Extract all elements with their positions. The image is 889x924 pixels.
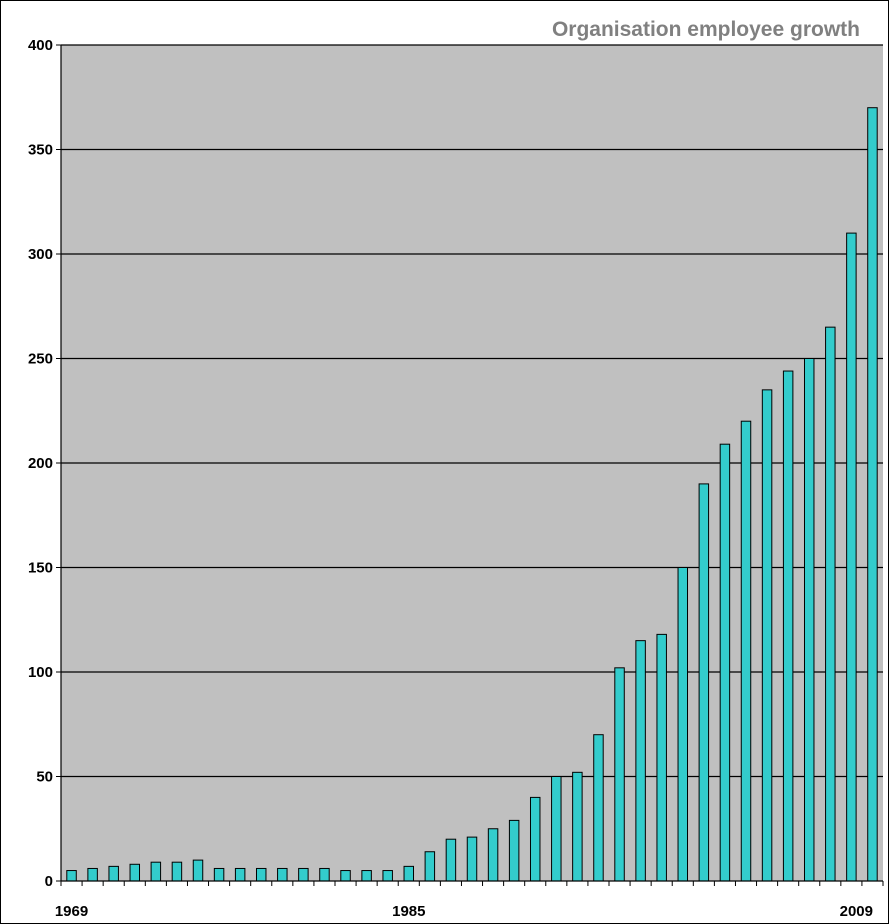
bar <box>382 870 393 882</box>
bar <box>782 370 794 882</box>
bar <box>298 867 309 882</box>
bar <box>825 326 836 882</box>
bar <box>277 867 288 882</box>
bar <box>572 771 583 882</box>
bar <box>740 420 752 882</box>
bar <box>340 870 351 882</box>
bar <box>403 865 415 882</box>
y-tick-label: 300 <box>28 246 53 263</box>
bar <box>129 863 141 882</box>
bar <box>529 796 541 882</box>
bar <box>255 867 267 882</box>
y-tick-label: 100 <box>28 664 53 681</box>
bar <box>66 870 77 882</box>
bar <box>445 838 457 882</box>
bar <box>867 107 878 882</box>
bar <box>150 861 162 882</box>
bar <box>466 836 478 882</box>
bar <box>108 865 119 882</box>
bar <box>761 389 773 882</box>
bar <box>677 567 689 882</box>
bar <box>192 859 204 882</box>
x-tick-label: 2009 <box>840 903 873 920</box>
y-tick-label: 200 <box>28 455 53 472</box>
bar <box>87 867 98 882</box>
bar <box>803 358 815 882</box>
x-tick-label: 1969 <box>55 903 88 920</box>
bar <box>551 776 562 882</box>
y-tick-label: 0 <box>45 873 53 890</box>
bar <box>635 640 646 882</box>
bar <box>319 867 330 882</box>
y-tick-label: 350 <box>28 142 53 159</box>
bar <box>719 443 731 882</box>
bar <box>234 867 246 882</box>
y-tick-label: 400 <box>28 37 53 54</box>
bar <box>614 667 625 882</box>
bar <box>846 232 857 882</box>
bar <box>213 867 225 882</box>
bar <box>361 870 372 882</box>
bar <box>508 819 520 882</box>
bar <box>424 851 436 882</box>
bar <box>656 633 667 882</box>
y-tick-label: 150 <box>28 560 53 577</box>
y-tick-label: 250 <box>28 351 53 368</box>
x-tick-label: 1985 <box>392 903 425 920</box>
bar <box>487 828 499 882</box>
bar <box>593 734 604 882</box>
bar <box>171 861 183 882</box>
bar <box>698 483 710 882</box>
chart-title: Organisation employee growth <box>551 18 860 41</box>
y-tick-label: 50 <box>36 769 53 786</box>
